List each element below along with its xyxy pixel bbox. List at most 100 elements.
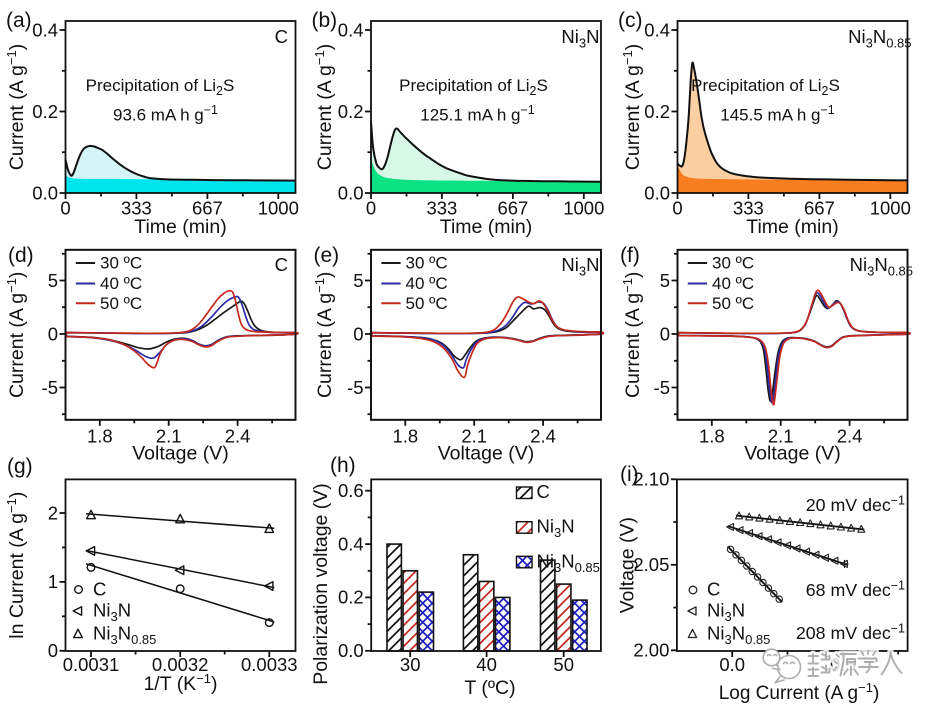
svg-text:1: 1 (48, 571, 58, 592)
svg-text:-5: -5 (654, 377, 670, 398)
svg-text:0: 0 (672, 198, 682, 219)
svg-text:1000: 1000 (870, 198, 911, 219)
svg-text:2: 2 (48, 502, 58, 523)
svg-text:0: 0 (660, 323, 670, 344)
svg-text:(i): (i) (620, 463, 639, 486)
svg-text:0.4: 0.4 (338, 19, 364, 40)
svg-text:1.8: 1.8 (699, 426, 725, 447)
svg-text:667: 667 (497, 198, 528, 219)
svg-text:40 ºC: 40 ºC (406, 274, 448, 293)
svg-text:(e): (e) (314, 244, 340, 267)
svg-text:(h): (h) (330, 454, 356, 477)
svg-text:Voltage (V): Voltage (V) (617, 517, 639, 613)
svg-text:333: 333 (426, 198, 457, 219)
svg-text:0.0033: 0.0033 (241, 654, 298, 675)
svg-text:Precipitation of Li2​S: Precipitation of Li2​S (399, 76, 548, 98)
svg-text:(a): (a) (6, 9, 32, 32)
svg-text:1000: 1000 (258, 198, 299, 219)
svg-text:2.4: 2.4 (837, 426, 863, 447)
svg-text:667: 667 (192, 198, 223, 219)
svg-text:ln Current (A g−1​): ln Current (A g−1​) (4, 492, 28, 639)
svg-text:2.1: 2.1 (156, 426, 182, 447)
svg-text:2.1: 2.1 (768, 426, 794, 447)
svg-text:333: 333 (733, 198, 764, 219)
svg-text:0.0: 0.0 (338, 182, 364, 203)
svg-text:93.6 mA h g−1​: 93.6 mA h g−1​ (113, 103, 218, 125)
svg-text:0.0: 0.0 (719, 654, 745, 675)
svg-text:2.05: 2.05 (633, 554, 669, 575)
svg-text:125.1 mA h g−1​: 125.1 mA h g−1​ (420, 103, 534, 125)
svg-text:0.2: 0.2 (644, 101, 670, 122)
svg-text:0: 0 (48, 640, 58, 661)
svg-text:(c): (c) (618, 9, 643, 32)
svg-text:C: C (537, 481, 550, 502)
svg-text:0.0: 0.0 (644, 182, 670, 203)
svg-text:0: 0 (366, 198, 376, 219)
svg-text:0.4: 0.4 (338, 533, 364, 554)
svg-text:5: 5 (353, 270, 363, 291)
svg-text:0.0: 0.0 (32, 182, 58, 203)
svg-text:30 ºC: 30 ºC (100, 254, 142, 273)
svg-text:Time (min): Time (min) (440, 216, 532, 238)
svg-text:C: C (707, 579, 720, 600)
svg-text:5: 5 (48, 270, 58, 291)
svg-text:C: C (275, 26, 288, 47)
svg-text:1.8: 1.8 (392, 426, 418, 447)
svg-text:0.6: 0.6 (338, 480, 364, 501)
svg-text:(g): (g) (7, 455, 33, 478)
svg-text:Ni3​N0.85​: Ni3​N0.85​ (707, 623, 770, 648)
svg-text:Log Current (A g−1​): Log Current (A g−1​) (719, 680, 880, 704)
svg-text:0.2: 0.2 (32, 101, 58, 122)
svg-text:T (ºC): T (ºC) (464, 677, 515, 699)
svg-text:(d): (d) (8, 244, 34, 267)
svg-text:0.0032: 0.0032 (152, 654, 209, 675)
svg-text:50 ºC: 50 ºC (406, 294, 448, 313)
svg-text:2.1: 2.1 (461, 426, 487, 447)
svg-text:145.5 mA h g−1​: 145.5 mA h g−1​ (720, 103, 834, 125)
svg-text:40: 40 (476, 654, 497, 675)
svg-text:(b): (b) (312, 9, 338, 32)
svg-text:Voltage (V): Voltage (V) (438, 443, 534, 465)
svg-text:0.4: 0.4 (32, 19, 58, 40)
svg-text:1000: 1000 (563, 198, 604, 219)
svg-text:50 ºC: 50 ºC (100, 294, 142, 313)
svg-text:0.2: 0.2 (338, 587, 364, 608)
svg-text:68 mV dec−1​: 68 mV dec−1​ (806, 579, 905, 601)
svg-text:C: C (93, 579, 106, 600)
svg-text:40 ºC: 40 ºC (712, 274, 754, 293)
svg-text:667: 667 (804, 198, 835, 219)
svg-text:0.4: 0.4 (644, 19, 670, 40)
svg-text:333: 333 (121, 198, 152, 219)
svg-text:0: 0 (60, 198, 70, 219)
svg-text:50: 50 (553, 654, 574, 675)
svg-text:50 ºC: 50 ºC (712, 294, 754, 313)
svg-text:0: 0 (353, 323, 363, 344)
svg-text:C: C (275, 254, 288, 275)
svg-text:2.00: 2.00 (633, 640, 669, 661)
svg-text:Time (min): Time (min) (134, 216, 226, 238)
svg-text:Polarization voltage (V): Polarization voltage (V) (310, 483, 332, 685)
svg-text:Time (min): Time (min) (746, 216, 838, 238)
svg-text:Precipitation of Li2​S: Precipitation of Li2​S (691, 76, 840, 98)
svg-text:Voltage (V): Voltage (V) (132, 443, 228, 465)
svg-text:Voltage (V): Voltage (V) (744, 443, 840, 465)
svg-text:-5: -5 (42, 377, 58, 398)
svg-text:40 ºC: 40 ºC (100, 274, 142, 293)
svg-text:0.2: 0.2 (338, 101, 364, 122)
svg-text:2.4: 2.4 (530, 426, 556, 447)
svg-text:30 ºC: 30 ºC (406, 254, 448, 273)
svg-text:0: 0 (48, 323, 58, 344)
svg-text:Ni3​N0.85​: Ni3​N0.85​ (850, 254, 913, 279)
svg-text:5: 5 (660, 270, 670, 291)
svg-text:2.4: 2.4 (225, 426, 251, 447)
svg-text:0.0: 0.0 (338, 640, 364, 661)
svg-text:20 mV dec−1​: 20 mV dec−1​ (806, 494, 905, 516)
svg-text:Precipitation of Li2​S: Precipitation of Li2​S (86, 76, 235, 98)
svg-text:2.10: 2.10 (633, 469, 669, 490)
svg-text:30 ºC: 30 ºC (712, 254, 754, 273)
svg-text:0.0031: 0.0031 (63, 654, 120, 675)
svg-text:1.8: 1.8 (87, 426, 113, 447)
svg-text:208 mV dec−1​: 208 mV dec−1​ (796, 622, 905, 644)
svg-text:(f): (f) (620, 244, 640, 267)
svg-text:30: 30 (400, 654, 421, 675)
